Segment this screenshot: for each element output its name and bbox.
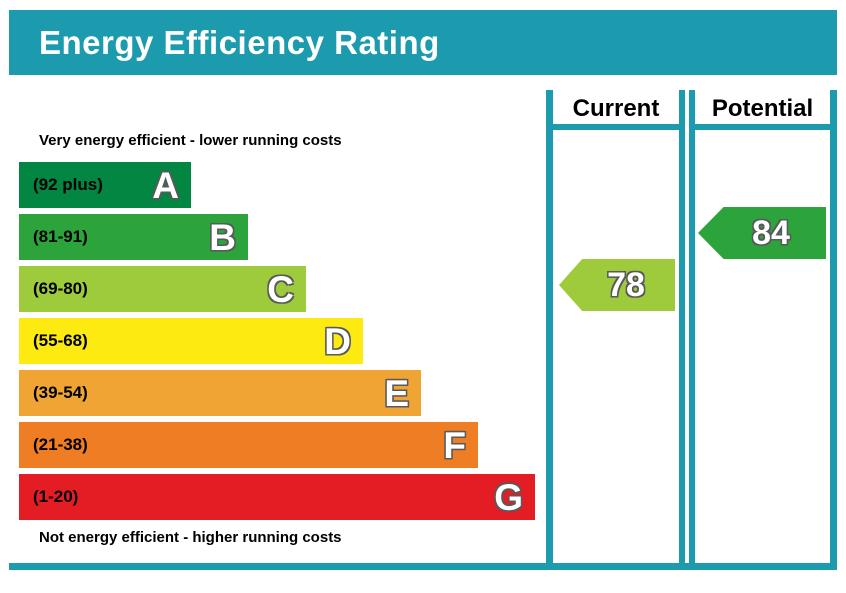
band-range: (81-91) [33,227,88,246]
potential-rating-value: 84 [752,214,790,252]
band-range: (92 plus) [33,175,103,194]
current-rating-value: 78 [607,266,645,304]
band-d: (55-68) D [19,318,363,364]
band-letter: E [384,372,409,414]
potential-column: Potential 84 [689,90,837,563]
band-range: (39-54) [33,383,88,402]
current-column-body: 78 [553,130,679,563]
potential-column-body: 84 [695,130,830,563]
band-letter: A [152,164,179,206]
band-c: (69-80) C [19,266,306,312]
band-range: (55-68) [33,331,88,350]
band-letter: B [209,216,236,258]
band-a: (92 plus) A [19,162,191,208]
band-range: (1-20) [33,487,79,506]
potential-column-header: Potential [695,90,830,130]
band-letter: D [324,320,351,362]
title-banner: Energy Efficiency Rating [9,10,837,75]
bottom-caption: Not energy efficient - higher running co… [39,529,342,546]
band-letter: G [494,476,523,518]
page-title: Energy Efficiency Rating [39,23,440,61]
band-f: (21-38) F [19,422,478,468]
potential-rating-arrow: 84 [698,207,826,259]
band-range: (21-38) [33,435,88,454]
epc-page: Energy Efficiency Rating Very energy eff… [9,10,837,570]
current-column-header: Current [553,90,679,130]
band-letter: C [267,268,294,310]
band-g: (1-20) G [19,474,535,520]
epc-chart: Very energy efficient - lower running co… [9,90,837,570]
bands-pane: Very energy efficient - lower running co… [9,90,546,563]
band-letter: F [443,424,466,466]
top-caption: Very energy efficient - lower running co… [39,132,342,149]
band-e: (39-54) E [19,370,421,416]
rating-bands: (92 plus) A (81-91) B (69-80) C (55-68) D (39-54… [19,162,546,520]
current-column: Current 78 [546,90,685,563]
band-range: (69-80) [33,279,88,298]
current-rating-arrow: 78 [559,259,675,311]
band-b: (81-91) B [19,214,248,260]
